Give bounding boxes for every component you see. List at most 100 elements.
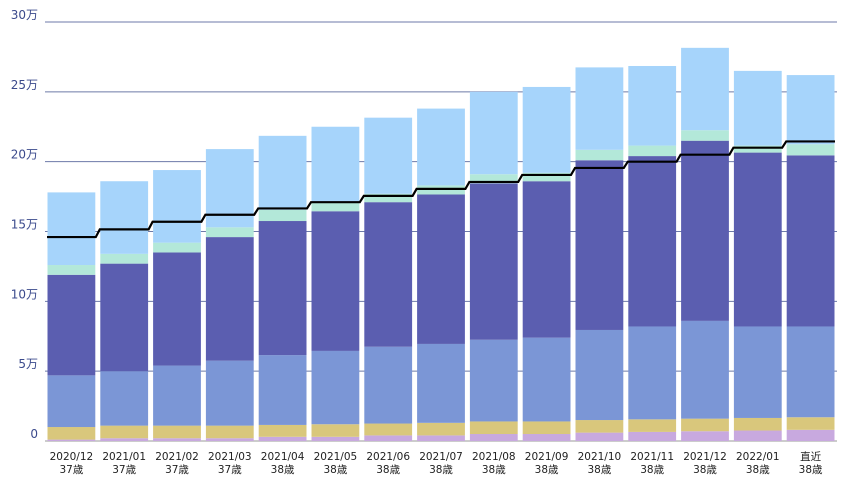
bar-segment [522,172,571,182]
x-tick-label: 2021/12 38歳 [683,451,727,476]
bar-segment [205,227,254,238]
bar-segment [469,339,518,422]
x-tick-date: 2021/03 [208,451,252,463]
bar-segment [628,65,677,146]
bar-segment [469,434,518,441]
x-tick-age: 38歳 [693,464,717,476]
x-tick-age: 38歳 [482,464,506,476]
bar-segment [311,201,360,212]
x-tick-age: 38歳 [535,464,559,476]
y-tick-label: 20万 [11,148,38,162]
x-tick-age: 37歳 [165,464,189,476]
x-tick-date: 2021/08 [472,451,516,463]
x-tick-date: 2021/09 [525,451,569,463]
bar-segment [786,326,835,418]
x-tick-date: 2021/10 [578,451,622,463]
bar-segment [258,436,307,441]
bar-segment [100,253,149,264]
step-line [47,140,835,239]
bar-segment [469,91,518,175]
x-tick-label: 2021/04 38歳 [261,451,305,476]
x-tick-date: 2022/01 [736,451,780,463]
bar-segment [100,438,149,441]
bar-segment [733,70,782,146]
bar-segment [311,436,360,441]
bar-segment [417,435,465,441]
bar-segment [258,209,307,222]
bar-segment [575,149,624,161]
x-tick-age: 38歳 [323,464,347,476]
bar-segment [417,422,465,436]
y-tick-label: 0 [30,427,38,441]
bar-segment [522,337,571,422]
x-tick-date: 2021/01 [102,451,146,463]
bar-segment [469,183,518,340]
bar-segment [364,346,413,424]
x-tick-age: 38歳 [799,464,823,476]
bar-segment [100,371,149,426]
bar-segment [364,117,413,194]
bar-segment [733,145,782,153]
step-line-path [47,140,835,239]
bar-segment [786,144,835,156]
bar-segment [786,75,835,145]
x-tick-date: 2021/07 [419,451,463,463]
bar-segment [364,202,413,347]
x-tick-date: 2021/12 [683,451,727,463]
bar-segment [575,420,624,433]
bar-segment [153,252,201,366]
bars [47,47,835,441]
bar-segment [628,326,677,420]
x-tick-age: 38歳 [640,464,664,476]
bar-segment [47,265,96,275]
bar-segment [153,242,201,253]
bar-segment [47,375,96,428]
x-tick-label: 2021/01 37歳 [102,451,146,476]
y-tick-label: 10万 [11,287,38,301]
x-tick-date: 2021/02 [155,451,199,463]
x-tick-date: 直近 [800,450,821,463]
x-tick-age: 37歳 [218,464,242,476]
bar-segment [205,237,254,361]
bar-segment [205,425,254,439]
bar-segment [575,329,624,421]
bar-segment [681,47,729,131]
bar-segment [575,160,624,330]
x-tick-label: 2021/08 38歳 [472,451,516,476]
bar-segment [364,435,413,441]
bar-segment [258,221,307,356]
bar-segment [786,417,835,430]
x-tick-label: 2021/03 37歳 [208,451,252,476]
bar-segment [258,424,307,437]
bar-segment [311,350,360,425]
bar-segment [364,193,413,203]
x-tick-date: 2021/04 [261,451,305,463]
x-tick-label: 2021/10 38歳 [578,451,622,476]
x-tick-label: 直近 38歳 [799,450,823,476]
bar-segment [575,67,624,150]
bar-segment [575,432,624,441]
bar-segment [47,274,96,376]
bar-segment [417,194,465,344]
x-tick-label: 2021/11 38歳 [630,451,674,476]
x-tick-age: 38歳 [271,464,295,476]
x-tick-label: 2021/09 38歳 [525,451,569,476]
bar-segment [681,320,729,419]
bar-segment [100,181,149,254]
bar-segment [469,421,518,435]
bar-segment [417,343,465,423]
bar-segment [153,438,201,441]
y-axis-ticks: 0 5万 10万 15万 20万 25万 30万 [11,8,38,441]
x-tick-date: 2020/12 [50,451,94,463]
y-tick-label: 15万 [11,218,38,232]
bar-segment [311,424,360,437]
bar-segment [258,355,307,425]
x-tick-date: 2021/05 [314,451,358,463]
x-tick-age: 37歳 [59,464,83,476]
bar-segment [628,419,677,432]
x-tick-label: 2021/06 38歳 [366,451,410,476]
bar-segment [681,431,729,441]
bar-segment [786,429,835,441]
